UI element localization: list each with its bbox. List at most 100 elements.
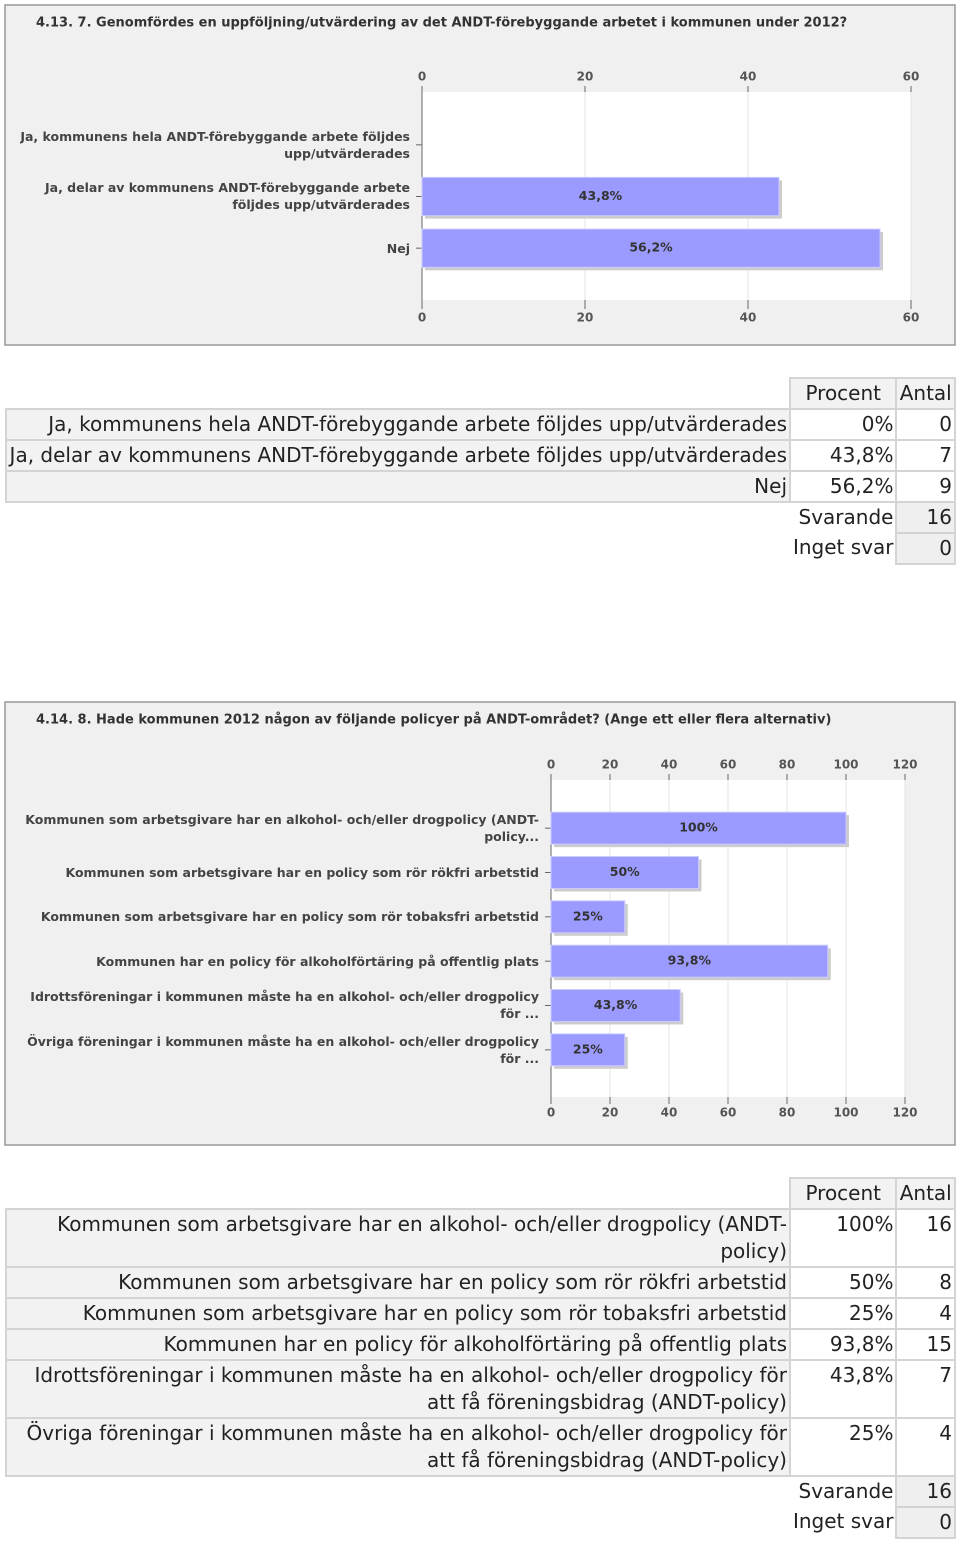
table-row: Kommunen som arbetsgivare har en policy … bbox=[5, 1297, 956, 1330]
category-label: Idrottsföreningar i kommunen måste ha en… bbox=[30, 989, 539, 1022]
count-cell: 8 bbox=[895, 1266, 956, 1299]
column-header: Procent bbox=[788, 377, 898, 410]
bar bbox=[550, 1033, 626, 1067]
x-tick-label: 20 bbox=[602, 758, 619, 772]
total-label: Inget svar bbox=[792, 535, 894, 559]
empty-cell bbox=[6, 502, 790, 533]
x-tick-label: 20 bbox=[577, 70, 594, 84]
row-label: Nej bbox=[5, 470, 791, 503]
total-label: Svarande bbox=[798, 505, 894, 529]
table-row: Procent Antal bbox=[6, 1177, 956, 1210]
total-count: 16 bbox=[895, 501, 956, 534]
x-tick-label: 60 bbox=[720, 1106, 737, 1120]
percent-cell: 25% bbox=[788, 1417, 898, 1477]
category-label: Ja, kommunens hela ANDT-förebyggande arb… bbox=[20, 128, 410, 161]
count-cell: 4 bbox=[895, 1297, 956, 1330]
bar bbox=[550, 944, 829, 978]
x-tick-label: 40 bbox=[661, 758, 678, 772]
value-label: 43,8% bbox=[579, 188, 623, 203]
x-tick-label: 0 bbox=[418, 70, 426, 84]
x-tick-label: 40 bbox=[740, 70, 757, 84]
percent-cell: 50% bbox=[788, 1266, 898, 1299]
x-tick-label: 40 bbox=[661, 1106, 678, 1120]
table-row: Svarande 16 bbox=[6, 501, 956, 534]
category-label: Kommunen har en policy för alkoholförtär… bbox=[96, 953, 539, 969]
row-label: Kommunen som arbetsgivare har en policy … bbox=[5, 1297, 791, 1330]
column-header: Antal bbox=[895, 377, 956, 410]
category-label: Idrottsföreningar i kommunen måste ha en… bbox=[30, 989, 539, 1022]
empty-cell bbox=[6, 378, 790, 409]
value-label: 25% bbox=[573, 908, 603, 923]
x-tick-label: 120 bbox=[892, 758, 917, 772]
results-table: Procent Antal Ja, kommunens hela ANDT-före… bbox=[5, 377, 956, 565]
row-label: Kommunen som arbetsgivare har en alkohol… bbox=[5, 1208, 791, 1268]
x-tick-label: 20 bbox=[577, 311, 594, 325]
category-label: Kommunen har en policy för alkoholförtär… bbox=[96, 953, 539, 969]
table-row: Inget svar 0 bbox=[6, 532, 956, 565]
count-cell: 7 bbox=[895, 439, 956, 472]
bar bbox=[421, 176, 780, 217]
count-cell: 9 bbox=[895, 470, 956, 503]
bar bbox=[550, 900, 626, 934]
x-tick-label: 0 bbox=[547, 1106, 555, 1120]
total-count: 16 bbox=[895, 1475, 956, 1508]
table-row: Kommunen har en policy för alkoholförtär… bbox=[5, 1328, 956, 1361]
count-cell: 15 bbox=[895, 1328, 956, 1361]
percent-cell: 100% bbox=[788, 1208, 898, 1268]
table-row: Procent Antal bbox=[6, 377, 956, 410]
x-tick-label: 80 bbox=[779, 1106, 796, 1120]
category-label: Kommunen som arbetsgivare har en policy … bbox=[40, 909, 539, 925]
x-tick-label: 40 bbox=[740, 311, 757, 325]
x-tick-label: 60 bbox=[903, 70, 920, 84]
chart-title: 4.13. 7. Genomfördes en uppföljning/utvä… bbox=[36, 16, 847, 31]
x-tick-label: 0 bbox=[547, 758, 555, 772]
empty-cell bbox=[6, 1476, 790, 1507]
table-row: Inget svar 0 bbox=[6, 1506, 956, 1539]
table-row: Ja, kommunens hela ANDT-förebyggande arb… bbox=[5, 408, 956, 441]
category-label: Ja, kommunens hela ANDT-förebyggande arb… bbox=[20, 128, 410, 161]
category-label: Kommunen som arbetsgivare har en policy … bbox=[65, 865, 539, 880]
table-row: Svarande 16 bbox=[6, 1475, 956, 1508]
table-row: Ja, delar av kommunens ANDT-förebyggande… bbox=[5, 439, 956, 472]
value-label: 56,2% bbox=[629, 240, 673, 255]
x-tick-label: 80 bbox=[779, 758, 796, 772]
value-label: 100% bbox=[679, 820, 718, 835]
percent-cell: 56,2% bbox=[788, 470, 898, 503]
category-label: Ja, delar av kommunens ANDT-förebyggande… bbox=[44, 180, 410, 213]
x-tick-label: 0 bbox=[418, 311, 426, 325]
category-label: Nej bbox=[387, 241, 410, 256]
category-label: Övriga föreningar i kommunen måste ha en… bbox=[27, 1033, 539, 1066]
total-count: 0 bbox=[895, 1506, 956, 1539]
x-tick-label: 60 bbox=[720, 758, 737, 772]
column-header: Antal bbox=[895, 1177, 956, 1210]
category-label: Övriga föreningar i kommunen måste ha en… bbox=[27, 1033, 539, 1066]
empty-cell bbox=[6, 1507, 790, 1538]
value-label: 50% bbox=[610, 864, 640, 879]
category-label: Kommunen som arbetsgivare har en alkohol… bbox=[25, 812, 539, 845]
x-tick-label: 60 bbox=[903, 311, 920, 325]
table-row: Kommunen som arbetsgivare har en policy … bbox=[5, 1266, 956, 1299]
value-label: 43,8% bbox=[594, 997, 638, 1012]
table-row: Kommunen som arbetsgivare har en alkohol… bbox=[5, 1208, 956, 1268]
bar bbox=[421, 228, 881, 268]
percent-cell: 25% bbox=[788, 1297, 898, 1330]
bar bbox=[550, 856, 699, 889]
count-cell: 4 bbox=[895, 1417, 956, 1477]
row-label: Ja, delar av kommunens ANDT-förebyggande… bbox=[5, 439, 791, 472]
row-label: Kommunen har en policy för alkoholförtär… bbox=[5, 1328, 791, 1361]
row-label: Övriga föreningar i kommunen måste ha en… bbox=[5, 1417, 791, 1477]
empty-cell bbox=[6, 1178, 790, 1209]
chart-title: 4.14. 8. Hade kommunen 2012 någon av föl… bbox=[36, 713, 831, 728]
table-row: Övriga föreningar i kommunen måste ha en… bbox=[5, 1417, 956, 1477]
percent-cell: 43,8% bbox=[788, 1359, 898, 1419]
value-label: 93,8% bbox=[668, 953, 712, 968]
total-label: Inget svar bbox=[792, 1509, 894, 1533]
x-tick-label: 120 bbox=[892, 1106, 917, 1120]
empty-cell bbox=[6, 533, 790, 564]
category-label: Kommunen som arbetsgivare har en policy … bbox=[40, 909, 539, 925]
column-header: Procent bbox=[788, 1177, 898, 1210]
bar bbox=[550, 989, 681, 1022]
table-row: Nej 56,2% 9 bbox=[5, 470, 956, 503]
